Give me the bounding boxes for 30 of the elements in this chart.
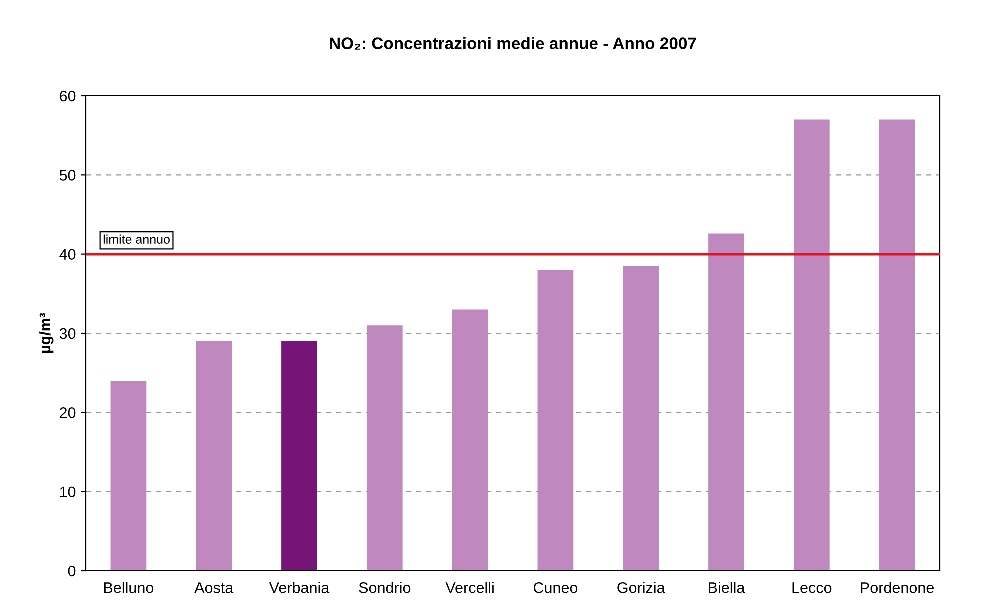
bar — [708, 234, 744, 571]
bar — [196, 341, 232, 571]
x-tick-label: Verbania — [269, 582, 330, 594]
bar — [110, 381, 147, 571]
y-tick-label: 0 — [68, 566, 76, 577]
bar — [452, 310, 488, 571]
bar — [794, 120, 830, 571]
y-tick-label: 20 — [60, 408, 76, 418]
bar — [879, 120, 916, 571]
bar — [538, 270, 574, 571]
bar — [282, 341, 318, 571]
x-tick-label: Pordenone — [861, 582, 934, 594]
x-tick-label: Vercelli — [446, 582, 494, 594]
x-tick-label: Belluno — [104, 582, 154, 594]
chart-title: NO₂: Concentrazioni medie annue - Anno 2007 — [330, 37, 696, 50]
x-tick-label: Aosta — [194, 582, 234, 594]
y-tick-label: 60 — [60, 90, 76, 102]
y-tick-label: 40 — [60, 249, 76, 260]
x-tick-label: Biella — [709, 582, 746, 594]
bar — [366, 326, 403, 571]
bar — [623, 266, 660, 571]
x-tick-label: Sondrio — [359, 582, 411, 594]
y-tick-label: 30 — [60, 328, 76, 340]
x-tick-label: Cuneo — [534, 582, 578, 594]
ref-line-label: limite annuo — [104, 234, 170, 244]
x-tick-label: Gorizia — [618, 582, 666, 594]
y-tick-label: 10 — [60, 486, 76, 498]
x-tick-label: Lecco — [792, 582, 832, 594]
y-tick-label: 50 — [60, 170, 76, 181]
y-axis-title: µg/m³ — [39, 313, 54, 354]
